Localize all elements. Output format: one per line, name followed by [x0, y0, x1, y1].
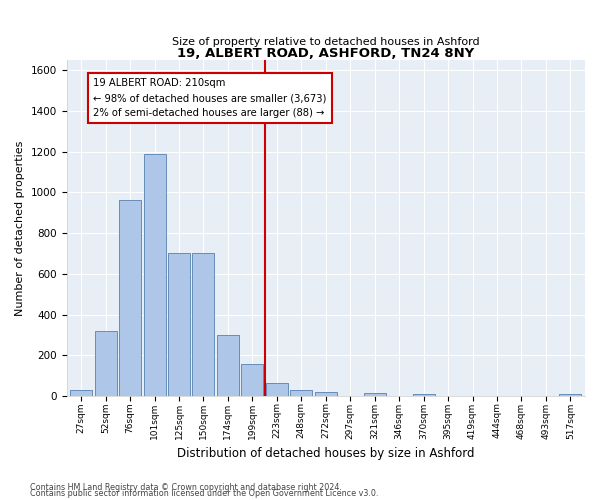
- Bar: [559, 394, 581, 396]
- Bar: [241, 364, 263, 396]
- Bar: [168, 254, 190, 396]
- Text: Contains HM Land Registry data © Crown copyright and database right 2024.: Contains HM Land Registry data © Crown c…: [30, 483, 342, 492]
- Bar: [413, 394, 434, 396]
- Bar: [95, 331, 116, 396]
- Bar: [217, 335, 239, 396]
- Text: Size of property relative to detached houses in Ashford: Size of property relative to detached ho…: [172, 36, 479, 46]
- Bar: [315, 392, 337, 396]
- Bar: [364, 393, 386, 396]
- Title: 19, ALBERT ROAD, ASHFORD, TN24 8NY: 19, ALBERT ROAD, ASHFORD, TN24 8NY: [177, 47, 475, 60]
- Text: Contains public sector information licensed under the Open Government Licence v3: Contains public sector information licen…: [30, 489, 379, 498]
- X-axis label: Distribution of detached houses by size in Ashford: Distribution of detached houses by size …: [177, 447, 475, 460]
- Y-axis label: Number of detached properties: Number of detached properties: [15, 140, 25, 316]
- Bar: [193, 254, 214, 396]
- Bar: [143, 154, 166, 396]
- Bar: [290, 390, 313, 396]
- Bar: [70, 390, 92, 396]
- Text: 19 ALBERT ROAD: 210sqm
← 98% of detached houses are smaller (3,673)
2% of semi-d: 19 ALBERT ROAD: 210sqm ← 98% of detached…: [94, 78, 327, 118]
- Bar: [266, 383, 288, 396]
- Bar: [119, 200, 141, 396]
